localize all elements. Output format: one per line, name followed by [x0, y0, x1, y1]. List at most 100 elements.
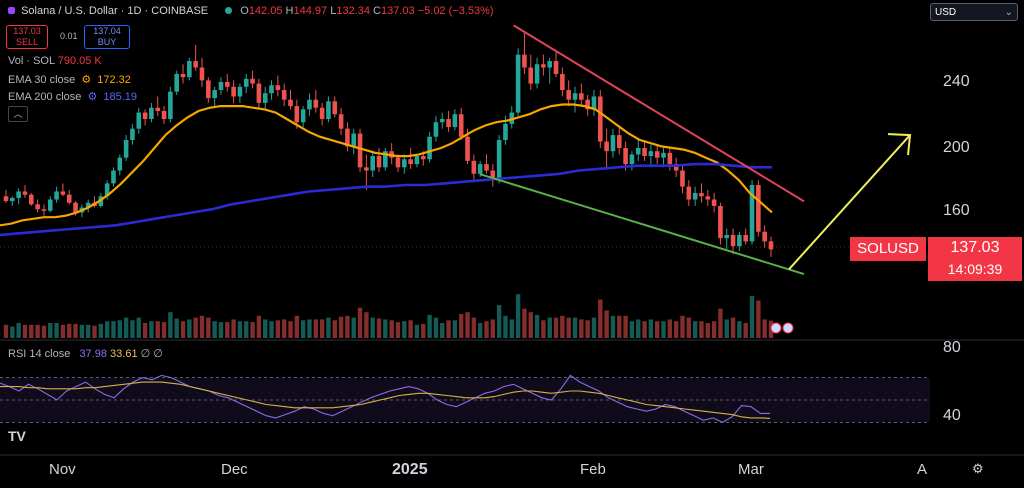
rsi-legend[interactable]: RSI 14 close 37.98 33.61 ∅ ∅ [8, 347, 163, 360]
volume-bar [762, 319, 767, 338]
volume-bar [307, 319, 312, 338]
candle-body [199, 67, 205, 81]
candle-body [623, 148, 628, 165]
candle-body [547, 61, 553, 68]
volume-bar [673, 321, 679, 338]
candle-body [591, 96, 597, 110]
buy-button[interactable]: 137.04 BUY [84, 25, 130, 49]
volume-bar [294, 315, 300, 338]
candle-body [743, 234, 749, 242]
candle-body [667, 152, 673, 165]
sol-logo-icon [8, 7, 15, 14]
candle-body [326, 101, 331, 120]
volume-bar [206, 317, 211, 338]
candle-body [452, 114, 458, 128]
open-value: 142.05 [248, 5, 283, 17]
candle-body [22, 191, 28, 195]
volume-bar [654, 321, 660, 338]
volume-bar [692, 321, 698, 338]
candle-body [294, 106, 300, 123]
low-value: 132.34 [336, 5, 370, 17]
volume-bar [199, 315, 205, 338]
volume-bar [408, 320, 413, 338]
volume-bar [534, 314, 540, 338]
volume-bar [395, 322, 401, 338]
candle-body [275, 85, 281, 91]
volume-bar [351, 317, 356, 338]
candle-body [408, 159, 413, 165]
candle-body [28, 194, 34, 205]
candle-body [117, 157, 123, 171]
volume-bar [427, 314, 432, 338]
high-value: 144.97 [293, 5, 328, 17]
candle-body [288, 99, 293, 107]
volume-bar [269, 321, 274, 338]
candle-body [749, 185, 755, 242]
symbol-legend: Solana / U.S. Dollar · 1D · COINBASE O14… [8, 5, 494, 17]
candle-body [237, 86, 243, 97]
time-label-dec: Dec [221, 461, 248, 478]
candle-body [629, 154, 635, 165]
volume-label: Vol · SOL [8, 55, 55, 67]
candle-body [174, 73, 180, 92]
volume-bar [471, 317, 477, 338]
volume-bar [743, 323, 748, 338]
candle-body [522, 54, 527, 68]
volume-bar [111, 321, 116, 338]
volume-bar [560, 315, 565, 338]
candle-body [41, 209, 47, 211]
volume-bar [48, 323, 53, 338]
candle-body [218, 81, 224, 91]
candle-body [111, 170, 116, 184]
volume-bar [756, 300, 761, 338]
candle-body [433, 122, 439, 137]
candle-body [73, 202, 78, 213]
volume-value: 790.05 K [57, 55, 102, 67]
volume-bar [547, 317, 552, 338]
volume-bar [168, 312, 173, 338]
sell-button[interactable]: 137.03 SELL [6, 25, 48, 49]
time-label-2025: 2025 [392, 461, 428, 478]
volume-bar [225, 322, 230, 338]
volume-bar [244, 321, 249, 338]
currency-select[interactable]: USD ⌄ [930, 3, 1018, 21]
ema200-legend[interactable]: EMA 200 close ⚙ 185.19 [8, 90, 137, 103]
volume-bar [161, 322, 167, 338]
candle-body [654, 151, 660, 158]
candle-body [446, 119, 451, 128]
chevron-up-icon: ︿ [13, 109, 23, 119]
volume-bar [136, 317, 141, 338]
candle-body [477, 164, 483, 174]
collapse-legend-button[interactable]: ︿ [8, 106, 28, 122]
candle-body [54, 191, 59, 200]
symbol-title[interactable]: Solana / U.S. Dollar · 1D · COINBASE [21, 5, 209, 17]
ema30-legend[interactable]: EMA 30 close ⚙ 172.32 [8, 73, 131, 86]
candle-body [515, 54, 521, 113]
rsi-ma-value: 33.61 [110, 348, 138, 360]
change-value: −5.02 (−3.53%) [417, 5, 494, 17]
candle-body [686, 186, 692, 200]
volume-bar [452, 320, 458, 338]
candle-body [130, 128, 135, 140]
candle-body [243, 78, 249, 87]
volume-bar [566, 317, 571, 338]
ema200-label: EMA 200 close [8, 91, 82, 103]
ema200-settings-icon[interactable]: ⚙ [87, 91, 98, 103]
volume-bar [490, 319, 496, 338]
ema30-settings-icon[interactable]: ⚙ [81, 74, 92, 86]
axis-settings-icon[interactable]: ⚙ [972, 461, 984, 476]
volume-bar [250, 322, 255, 338]
volume-bar [130, 320, 135, 338]
open-label: O [240, 5, 249, 17]
candle-body [168, 91, 173, 120]
volume-legend[interactable]: Vol · SOL 790.05 K [8, 55, 102, 67]
volume-bar [433, 317, 439, 338]
time-label-apr: A [917, 461, 928, 478]
candle-body [123, 139, 129, 158]
volume-bar [174, 318, 179, 338]
volume-bar [357, 307, 363, 338]
rsi-tick-40: 40 [943, 407, 961, 424]
volume-bar [440, 323, 445, 338]
candle-body [66, 194, 72, 203]
